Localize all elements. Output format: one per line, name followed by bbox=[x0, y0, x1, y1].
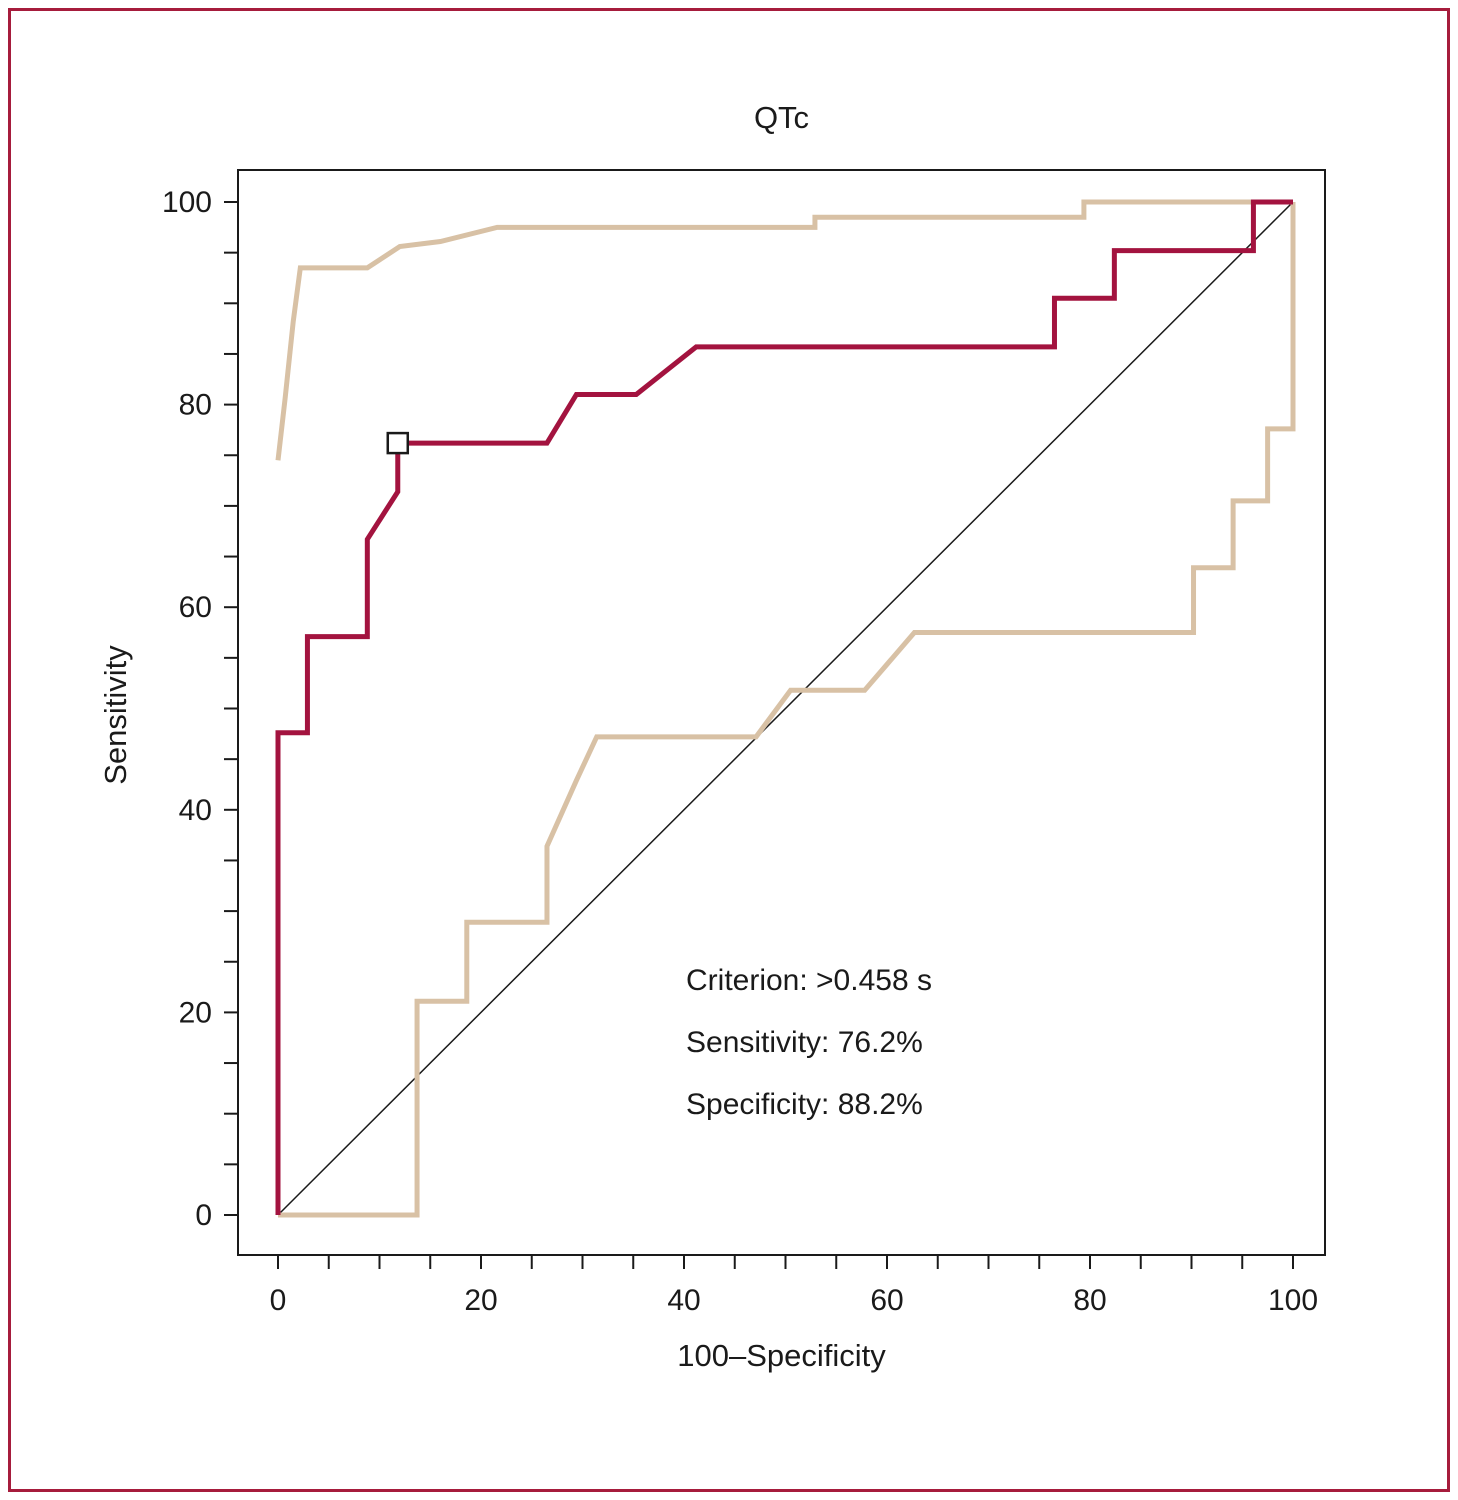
x-tick-label: 80 bbox=[1073, 1284, 1106, 1317]
y-tick-label: 20 bbox=[179, 996, 212, 1029]
plot-box bbox=[237, 169, 1326, 1256]
annotation-sensitivity: Sensitivity: 76.2% bbox=[686, 1026, 923, 1059]
x-tick-label: 40 bbox=[667, 1284, 700, 1317]
chart-title: QTc bbox=[753, 100, 810, 135]
y-tick-label: 0 bbox=[195, 1199, 212, 1232]
x-tick-label: 20 bbox=[464, 1284, 497, 1317]
y-tick-label: 80 bbox=[179, 389, 212, 422]
lower-95ci-line bbox=[278, 202, 1296, 1218]
y-tick-label: 40 bbox=[179, 794, 212, 827]
upper-95ci-line bbox=[275, 199, 1293, 461]
roc-curve-line bbox=[275, 199, 1293, 1215]
y-axis-label: Sensitivity bbox=[98, 645, 133, 785]
reference-diagonal-line bbox=[277, 201, 1294, 1216]
criterion-point-marker bbox=[386, 431, 410, 455]
x-tick-label: 60 bbox=[870, 1284, 903, 1317]
annotation-criterion: Criterion: >0.458 s bbox=[686, 964, 932, 997]
y-tick-label: 60 bbox=[179, 591, 212, 624]
y-tick-label: 100 bbox=[162, 186, 212, 219]
x-tick-label: 100 bbox=[1268, 1284, 1318, 1317]
criterion-annotations: Criterion: >0.458 s Sensitivity: 76.2% S… bbox=[686, 950, 932, 1136]
x-axis-label: 100–Specificity bbox=[677, 1338, 886, 1373]
x-tick-label: 0 bbox=[270, 1284, 287, 1317]
annotation-specificity: Specificity: 88.2% bbox=[686, 1088, 923, 1121]
